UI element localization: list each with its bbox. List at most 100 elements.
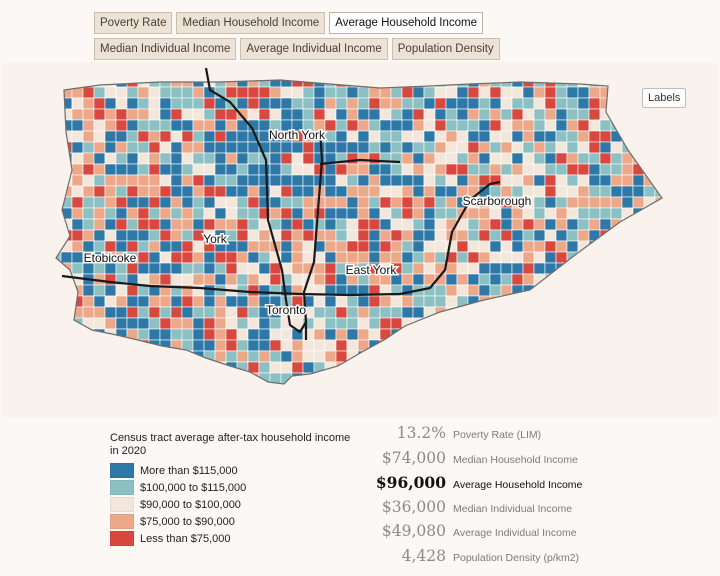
census-tract[interactable] <box>357 295 370 308</box>
census-tract[interactable] <box>225 306 238 319</box>
census-tract[interactable] <box>192 251 205 264</box>
census-tract[interactable] <box>577 262 590 275</box>
census-tract[interactable] <box>357 251 370 264</box>
census-tract[interactable] <box>148 141 161 154</box>
census-tract[interactable] <box>302 174 315 187</box>
census-tract[interactable] <box>621 350 634 363</box>
census-tract[interactable] <box>445 295 458 308</box>
census-tract[interactable] <box>621 251 634 264</box>
census-tract[interactable] <box>115 383 128 395</box>
census-tract[interactable] <box>445 284 458 297</box>
census-tract[interactable] <box>533 163 546 176</box>
census-tract[interactable] <box>148 196 161 209</box>
census-tract[interactable] <box>555 229 568 242</box>
census-tract[interactable] <box>225 328 238 341</box>
census-tract[interactable] <box>357 218 370 231</box>
census-tract[interactable] <box>269 361 282 374</box>
census-tract[interactable] <box>555 108 568 121</box>
census-tract[interactable] <box>225 295 238 308</box>
census-tract[interactable] <box>511 152 524 165</box>
census-tract[interactable] <box>357 372 370 384</box>
census-tract[interactable] <box>467 174 480 187</box>
census-tract[interactable] <box>280 229 293 242</box>
census-tract[interactable] <box>401 372 414 384</box>
census-tract[interactable] <box>390 218 403 231</box>
census-tract[interactable] <box>577 350 590 363</box>
census-tract[interactable] <box>555 141 568 154</box>
census-tract[interactable] <box>148 295 161 308</box>
census-tract[interactable] <box>555 76 568 88</box>
census-tract[interactable] <box>599 350 612 363</box>
census-tract[interactable] <box>335 218 348 231</box>
census-tract[interactable] <box>82 350 95 363</box>
census-tract[interactable] <box>621 284 634 297</box>
census-tract[interactable] <box>544 97 557 110</box>
census-tract[interactable] <box>302 196 315 209</box>
census-tract[interactable] <box>214 328 227 341</box>
census-tract[interactable] <box>456 328 469 341</box>
census-tract[interactable] <box>588 372 601 384</box>
census-tract[interactable] <box>324 218 337 231</box>
census-tract[interactable] <box>401 350 414 363</box>
census-tract[interactable] <box>137 229 150 242</box>
census-tract[interactable] <box>258 163 271 176</box>
census-tract[interactable] <box>93 97 106 110</box>
census-tract[interactable] <box>357 350 370 363</box>
census-tract[interactable] <box>533 174 546 187</box>
census-tract[interactable] <box>170 251 183 264</box>
census-tract[interactable] <box>137 240 150 253</box>
census-tract[interactable] <box>302 339 315 352</box>
census-tract[interactable] <box>632 229 645 242</box>
census-tract[interactable] <box>379 306 392 319</box>
census-tract[interactable] <box>445 196 458 209</box>
census-tract[interactable] <box>247 185 260 198</box>
census-tract[interactable] <box>148 229 161 242</box>
census-tract[interactable] <box>588 240 601 253</box>
census-tract[interactable] <box>170 119 183 132</box>
census-tract[interactable] <box>390 108 403 121</box>
census-tract[interactable] <box>269 174 282 187</box>
census-tract[interactable] <box>511 328 524 341</box>
census-tract[interactable] <box>302 207 315 220</box>
census-tract[interactable] <box>368 218 381 231</box>
census-tract[interactable] <box>500 240 513 253</box>
census-tract[interactable] <box>379 174 392 187</box>
census-tract[interactable] <box>346 328 359 341</box>
census-tract[interactable] <box>291 196 304 209</box>
census-tract[interactable] <box>445 372 458 384</box>
census-tract[interactable] <box>467 306 480 319</box>
census-tract[interactable] <box>93 108 106 121</box>
census-tract[interactable] <box>104 350 117 363</box>
census-tract[interactable] <box>632 328 645 341</box>
census-tract[interactable] <box>555 383 568 395</box>
census-tract[interactable] <box>577 339 590 352</box>
census-tract[interactable] <box>181 295 194 308</box>
census-tract[interactable] <box>544 328 557 341</box>
census-tract[interactable] <box>577 185 590 198</box>
census-tract[interactable] <box>313 76 326 88</box>
census-tract[interactable] <box>137 152 150 165</box>
census-tract[interactable] <box>478 97 491 110</box>
census-tract[interactable] <box>555 284 568 297</box>
census-tract[interactable] <box>588 328 601 341</box>
census-tract[interactable] <box>71 185 84 198</box>
census-tract[interactable] <box>115 119 128 132</box>
census-tract[interactable] <box>148 218 161 231</box>
census-tract[interactable] <box>500 152 513 165</box>
census-tract[interactable] <box>610 152 623 165</box>
census-tract[interactable] <box>93 295 106 308</box>
census-tract[interactable] <box>60 97 73 110</box>
census-tract[interactable] <box>621 76 634 88</box>
census-tract[interactable] <box>643 240 656 253</box>
census-tract[interactable] <box>390 229 403 242</box>
census-tract[interactable] <box>666 197 677 208</box>
census-tract[interactable] <box>500 383 513 395</box>
census-tract[interactable] <box>181 328 194 341</box>
census-tract[interactable] <box>82 141 95 154</box>
census-tract[interactable] <box>269 152 282 165</box>
census-tract[interactable] <box>302 163 315 176</box>
census-tract[interactable] <box>434 284 447 297</box>
census-tract[interactable] <box>555 295 568 308</box>
census-tract[interactable] <box>82 185 95 198</box>
census-tract[interactable] <box>324 295 337 308</box>
